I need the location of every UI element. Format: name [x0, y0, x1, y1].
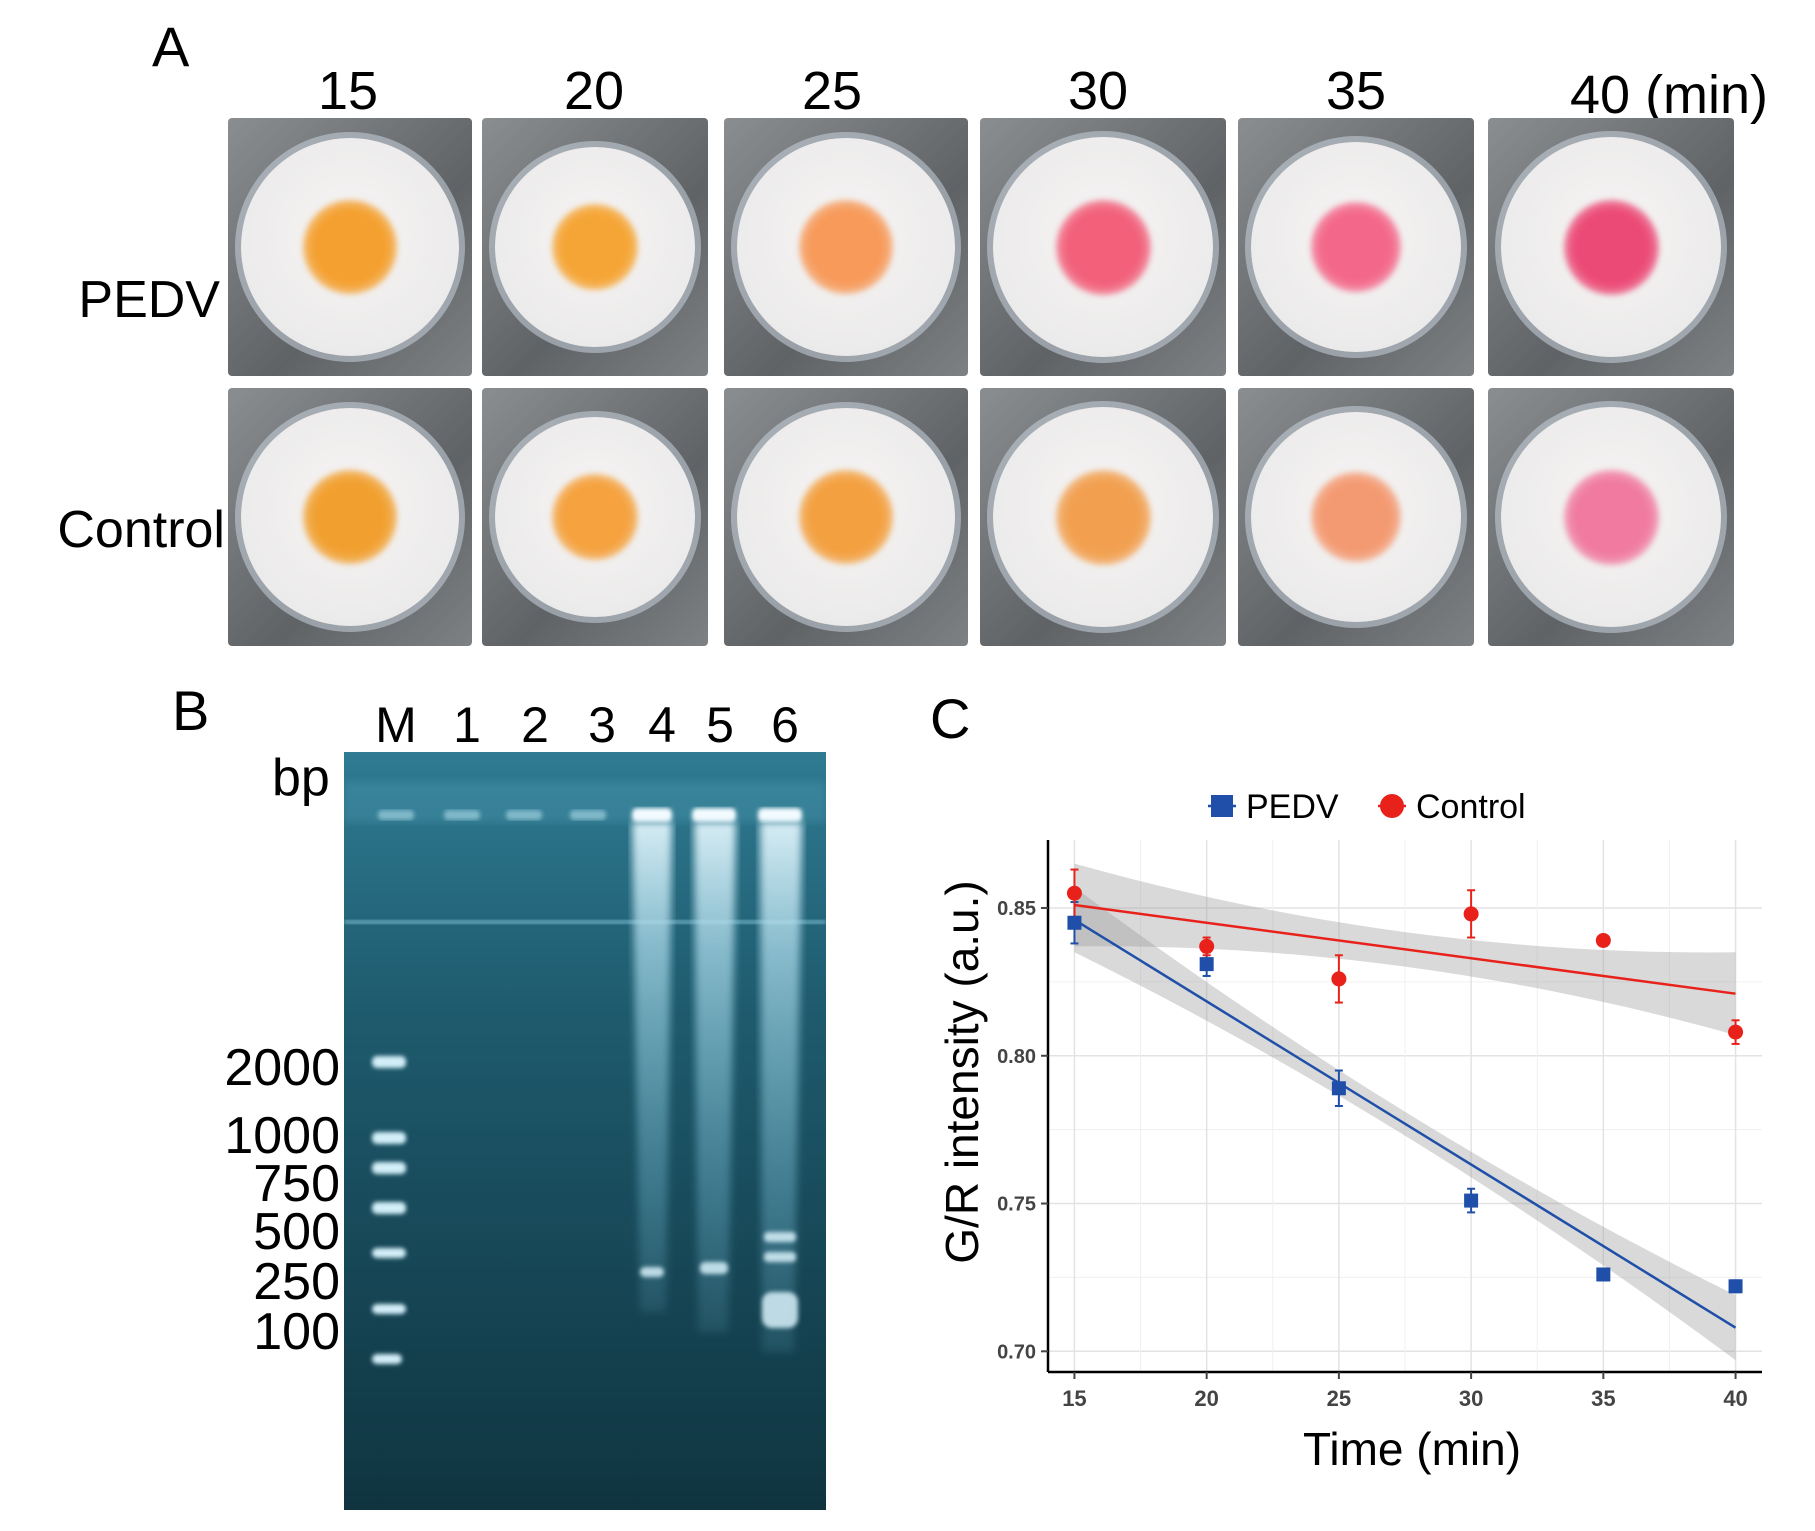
- lane-label-m: M: [375, 697, 417, 753]
- point-control: [1066, 885, 1082, 901]
- point-pedv: [1199, 957, 1214, 972]
- y-tick-label: 0.70: [997, 1341, 1036, 1363]
- color-spot: [799, 200, 893, 294]
- legend-label-pedv: PEDV: [1246, 788, 1339, 826]
- point-pedv: [1067, 915, 1082, 930]
- color-spot: [1563, 199, 1659, 295]
- point-control: [1463, 906, 1479, 922]
- point-pedv: [1464, 1193, 1479, 1208]
- x-tick-label: 20: [1194, 1386, 1218, 1411]
- chart-axes: [1046, 840, 1762, 1374]
- x-axis-title: Time (min): [1303, 1423, 1521, 1475]
- chart-legend: PEDV Control: [1208, 788, 1526, 826]
- legend-key-control: [1380, 794, 1404, 818]
- well-pedv-3: [724, 118, 968, 376]
- y-tick-label: 0.75: [997, 1194, 1036, 1216]
- color-spot: [1311, 202, 1401, 292]
- tick-labels: 0.70 0.75 0.80 0.85 15 20 25 30 35 40: [997, 898, 1748, 1411]
- x-tick-label: 25: [1327, 1386, 1351, 1411]
- time-label-25: 25: [801, 61, 863, 121]
- marker-label-1000: 1000: [224, 1107, 340, 1165]
- regression-lines: [1073, 903, 1737, 1329]
- point-control: [1595, 932, 1611, 948]
- data-points: [1066, 885, 1744, 1294]
- point-control: [1331, 971, 1347, 987]
- point-control: [1728, 1024, 1744, 1040]
- chart-c: 0.70 0.75 0.80 0.85 15 20 25 30 35 40 PEDV Control…: [936, 788, 1762, 1475]
- color-spot: [1563, 469, 1659, 565]
- color-spot: [552, 204, 638, 290]
- color-spot: [303, 470, 397, 564]
- x-tick-label: 35: [1591, 1386, 1615, 1411]
- x-tick-label: 40: [1723, 1386, 1747, 1411]
- color-spot: [1311, 472, 1401, 562]
- y-axis-title: G/R intensity (a.u.): [936, 880, 988, 1263]
- y-tick-label: 0.80: [997, 1046, 1036, 1068]
- panel-c-letter: C: [930, 687, 971, 750]
- point-pedv: [1728, 1279, 1743, 1294]
- color-spot: [552, 474, 638, 560]
- well-control-3: [724, 388, 968, 646]
- well-pedv-5: [1238, 118, 1474, 376]
- well-pedv-1: [228, 118, 472, 376]
- lane-label-6: 6: [771, 697, 799, 753]
- lane-label-1: 1: [453, 697, 481, 753]
- legend-label-control: Control: [1416, 788, 1526, 826]
- color-spot: [799, 470, 893, 564]
- unit-label-bp: bp: [272, 749, 330, 807]
- well-pedv-6: [1488, 118, 1734, 376]
- time-label-15: 15: [317, 61, 379, 121]
- row-label-control: Control: [57, 501, 225, 559]
- lane-label-3: 3: [588, 697, 616, 753]
- time-label-35: 35: [1325, 61, 1387, 121]
- well-control-6: [1488, 388, 1734, 646]
- lane-label-4: 4: [648, 697, 676, 753]
- panel-a-letter: A: [152, 15, 190, 78]
- marker-label-100: 100: [253, 1303, 340, 1361]
- legend-key-pedv: [1211, 795, 1233, 817]
- marker-label-250: 250: [253, 1253, 340, 1311]
- well-control-2: [482, 388, 708, 646]
- time-label-30: 30: [1067, 61, 1129, 121]
- well-control-1: [228, 388, 472, 646]
- well-pedv-4: [980, 118, 1226, 376]
- time-label-20: 20: [563, 61, 625, 121]
- marker-label-750: 750: [253, 1155, 340, 1213]
- marker-label-2000: 2000: [224, 1039, 340, 1097]
- y-tick-label: 0.85: [997, 898, 1036, 920]
- well-control-5: [1238, 388, 1474, 646]
- time-label-40: 40 (min): [1570, 65, 1769, 125]
- fit-line-control: [1074, 903, 1736, 995]
- lane-label-2: 2: [521, 697, 549, 753]
- well-pedv-2: [482, 118, 708, 376]
- panel-b-letter: B: [172, 679, 210, 742]
- color-spot: [303, 200, 397, 294]
- point-pedv: [1331, 1081, 1346, 1096]
- row-label-pedv: PEDV: [78, 271, 220, 329]
- marker-label-500: 500: [253, 1203, 340, 1261]
- point-pedv: [1596, 1267, 1611, 1282]
- gel-image: [344, 752, 826, 1510]
- x-tick-label: 30: [1459, 1386, 1483, 1411]
- well-control-4: [980, 388, 1226, 646]
- lane-label-5: 5: [706, 697, 734, 753]
- fit-line-pedv: [1073, 918, 1737, 1329]
- color-spot: [1055, 199, 1151, 295]
- color-spot: [1055, 469, 1151, 565]
- x-tick-label: 15: [1062, 1386, 1086, 1411]
- point-control: [1199, 938, 1215, 954]
